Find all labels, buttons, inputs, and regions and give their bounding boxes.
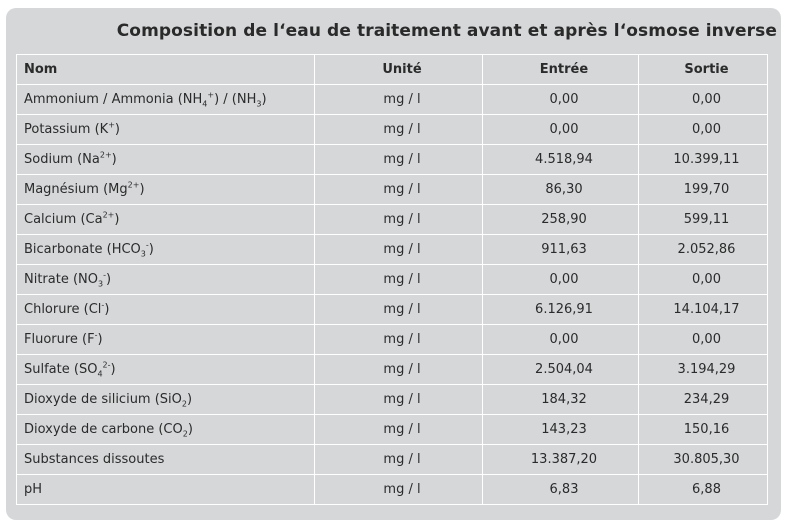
cell-entree: 2.504,04 <box>482 354 639 385</box>
cell-name: Magnésium (Mg2+) <box>16 174 315 205</box>
header-unit: Unité <box>314 54 483 85</box>
cell-entree: 0,00 <box>482 84 639 115</box>
cell-sortie: 3.194,29 <box>638 354 768 385</box>
cell-sortie: 599,11 <box>638 204 768 235</box>
cell-unit: mg / l <box>314 414 483 445</box>
cell-entree: 0,00 <box>482 324 639 355</box>
cell-unit: mg / l <box>314 264 483 295</box>
cell-name: Chlorure (Cl-) <box>16 294 315 325</box>
cell-sortie: 14.104,17 <box>638 294 768 325</box>
cell-entree: 0,00 <box>482 114 639 145</box>
cell-sortie: 234,29 <box>638 384 768 415</box>
table-row: Potassium (K+) mg / l 0,00 0,00 <box>16 114 768 145</box>
cell-unit: mg / l <box>314 294 483 325</box>
cell-entree: 6.126,91 <box>482 294 639 325</box>
header-sortie: Sortie <box>638 54 768 85</box>
table-row: Nitrate (NO3-) mg / l 0,00 0,00 <box>16 264 768 295</box>
cell-unit: mg / l <box>314 354 483 385</box>
cell-sortie: 150,16 <box>638 414 768 445</box>
cell-entree: 143,23 <box>482 414 639 445</box>
cell-sortie: 10.399,11 <box>638 144 768 175</box>
cell-name: Sodium (Na2+) <box>16 144 315 175</box>
cell-unit: mg / l <box>314 324 483 355</box>
cell-name: pH <box>16 474 315 505</box>
composition-table: Nom Unité Entrée Sortie Ammonium / Ammon… <box>16 54 768 505</box>
cell-unit: mg / l <box>314 174 483 205</box>
table-row: Sulfate (SO42-) mg / l 2.504,04 3.194,29 <box>16 354 768 385</box>
cell-name: Dioxyde de silicium (SiO2) <box>16 384 315 415</box>
cell-name: Sulfate (SO42-) <box>16 354 315 385</box>
cell-entree: 13.387,20 <box>482 444 639 475</box>
cell-unit: mg / l <box>314 234 483 265</box>
cell-sortie: 2.052,86 <box>638 234 768 265</box>
cell-name: Nitrate (NO3-) <box>16 264 315 295</box>
cell-sortie: 6,88 <box>638 474 768 505</box>
cell-sortie: 0,00 <box>638 114 768 145</box>
header-name: Nom <box>16 54 315 85</box>
cell-unit: mg / l <box>314 144 483 175</box>
cell-entree: 86,30 <box>482 174 639 205</box>
cell-name: Fluorure (F-) <box>16 324 315 355</box>
cell-name: Dioxyde de carbone (CO2) <box>16 414 315 445</box>
table-row: Dioxyde de carbone (CO2) mg / l 143,23 150,… <box>16 414 768 445</box>
cell-name: Ammonium / Ammonia (NH4+) / (NH3) <box>16 84 315 115</box>
table-row: Fluorure (F-) mg / l 0,00 0,00 <box>16 324 768 355</box>
header-row: Nom Unité Entrée Sortie <box>16 54 768 85</box>
cell-unit: mg / l <box>314 84 483 115</box>
table-row: pH mg / l 6,83 6,88 <box>16 474 768 505</box>
cell-sortie: 199,70 <box>638 174 768 205</box>
cell-entree: 0,00 <box>482 264 639 295</box>
cell-sortie: 0,00 <box>638 84 768 115</box>
table-row: Bicarbonate (HCO3-) mg / l 911,63 2.052,86 <box>16 234 768 265</box>
cell-unit: mg / l <box>314 444 483 475</box>
cell-unit: mg / l <box>314 114 483 145</box>
table-row: Magnésium (Mg2+) mg / l 86,30 199,70 <box>16 174 768 205</box>
cell-sortie: 30.805,30 <box>638 444 768 475</box>
table-row: Sodium (Na2+) mg / l 4.518,94 10.399,11 <box>16 144 768 175</box>
cell-sortie: 0,00 <box>638 264 768 295</box>
cell-unit: mg / l <box>314 384 483 415</box>
cell-name: Substances dissoutes <box>16 444 315 475</box>
cell-unit: mg / l <box>314 474 483 505</box>
table-row: Substances dissoutes mg / l 13.387,20 30.80… <box>16 444 768 475</box>
cell-unit: mg / l <box>314 204 483 235</box>
cell-entree: 184,32 <box>482 384 639 415</box>
table-row: Calcium (Ca2+) mg / l 258,90 599,11 <box>16 204 768 235</box>
cell-name: Potassium (K+) <box>16 114 315 145</box>
table-title: Composition de l‘eau de traitement avant… <box>116 21 777 41</box>
table-header: Nom Unité Entrée Sortie <box>16 54 768 85</box>
table-row: Dioxyde de silicium (SiO2) mg / l 184,32 23… <box>16 384 768 415</box>
cell-entree: 258,90 <box>482 204 639 235</box>
cell-sortie: 0,00 <box>638 324 768 355</box>
cell-entree: 4.518,94 <box>482 144 639 175</box>
header-entree: Entrée <box>482 54 639 85</box>
cell-name: Calcium (Ca2+) <box>16 204 315 235</box>
cell-entree: 911,63 <box>482 234 639 265</box>
cell-entree: 6,83 <box>482 474 639 505</box>
cell-name: Bicarbonate (HCO3-) <box>16 234 315 265</box>
table-row: Chlorure (Cl-) mg / l 6.126,91 14.104,17 <box>16 294 768 325</box>
